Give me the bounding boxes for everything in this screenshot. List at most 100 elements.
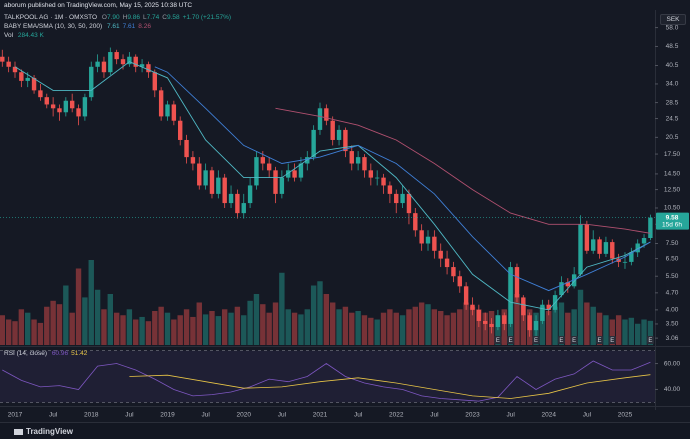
candle-body	[444, 258, 450, 268]
volume-bar	[425, 304, 431, 345]
volume-bar	[113, 312, 120, 345]
publish-header: aborum published on TradingView.com, May…	[4, 2, 193, 9]
volume-bar	[82, 297, 88, 345]
countdown-label: 15d 6h	[662, 221, 682, 228]
candle-body	[457, 276, 462, 287]
candle-body	[228, 193, 234, 204]
volume-bar	[152, 311, 158, 345]
volume-bar	[469, 306, 476, 345]
candle-body	[146, 64, 151, 73]
x-tick-label: 2018	[84, 412, 99, 419]
volume-bar	[336, 309, 342, 345]
volume-bar	[215, 316, 222, 345]
candle-body	[514, 267, 520, 298]
candle-body	[336, 129, 342, 140]
y-tick-label: 4.70	[666, 290, 679, 297]
candle-body	[521, 297, 526, 316]
volume-bar	[171, 319, 177, 345]
volume-bar	[183, 309, 190, 345]
volume-bar	[634, 323, 641, 345]
volume-bar	[374, 319, 380, 345]
candle-body	[324, 108, 329, 121]
earnings-box	[494, 336, 502, 344]
volume-bar	[298, 314, 304, 345]
volume-bar	[75, 268, 82, 345]
candle-body	[152, 72, 157, 91]
volume-bar	[596, 312, 603, 345]
candle-body	[533, 320, 539, 331]
y-tick-label: 17.50	[664, 151, 681, 158]
rsi-y-tick-label: 40.00	[664, 386, 681, 393]
rsi-line	[129, 374, 651, 399]
candle-body	[641, 238, 647, 244]
candle-body	[578, 224, 583, 275]
earnings-marker: E	[596, 336, 604, 344]
candle-body	[108, 52, 113, 73]
earnings-marker: E	[507, 336, 515, 344]
candle-body	[495, 315, 501, 328]
volume-bar	[418, 302, 425, 345]
volume-bar	[609, 319, 615, 345]
candle-body	[597, 239, 602, 254]
candle-body	[114, 52, 119, 60]
y-tick-label: 14.50	[664, 171, 681, 178]
volume-value: 284.43 K	[17, 32, 44, 39]
candle-body	[368, 170, 374, 178]
candle-body	[120, 59, 126, 65]
volume-bar	[444, 315, 450, 345]
earnings-box	[608, 336, 616, 344]
volume-bar	[241, 315, 247, 345]
candle-body	[476, 309, 482, 321]
candle-body	[69, 100, 75, 109]
volume-bar	[37, 322, 44, 345]
earnings-label: E	[648, 338, 652, 344]
volume-bar	[571, 309, 577, 345]
candle-body	[540, 304, 545, 321]
volume-bar	[317, 281, 323, 345]
ma-value: 7.61	[122, 23, 136, 30]
ohlc-value: 9.86	[127, 14, 140, 21]
candle-body	[565, 282, 570, 287]
candle-body	[400, 193, 405, 204]
earnings-box	[557, 336, 565, 344]
earnings-marker: E	[532, 336, 540, 344]
ma-value: 8.26	[138, 23, 151, 30]
volume-bar	[196, 302, 202, 345]
earnings-marker: E	[494, 336, 502, 344]
volume-bar	[310, 285, 317, 345]
candle-body	[241, 203, 246, 214]
y-tick-label: 28.5	[666, 99, 679, 106]
x-tick-label: 2019	[160, 412, 175, 419]
y-tick-label: 48.5	[666, 43, 679, 50]
candle-body	[394, 193, 399, 204]
candle-body	[82, 97, 88, 117]
candle-body	[38, 90, 43, 98]
volume-bar	[0, 315, 5, 345]
ohlc-key: O	[101, 14, 107, 21]
ma-line	[154, 66, 651, 292]
candle-body	[165, 104, 170, 117]
ohlc-value: 7.74	[146, 14, 160, 21]
candle-body	[584, 224, 590, 251]
symbol-legend: TALKPOOL AG · 1M · OMXSTO O7.90 H9.86 L7.7…	[4, 13, 234, 22]
candle-body	[432, 236, 437, 251]
earnings-box	[646, 336, 654, 344]
earnings-label: E	[559, 338, 563, 344]
candle-body	[178, 120, 183, 140]
y-tick-label: 20.5	[666, 134, 679, 141]
volume-bar	[546, 311, 552, 345]
x-tick-label: 2020	[237, 412, 252, 419]
volume-bar	[520, 304, 527, 345]
candle-body	[190, 157, 196, 164]
ma-value: 7.61	[106, 23, 120, 30]
candle-body	[139, 64, 145, 67]
y-tick-label: 24.5	[666, 115, 679, 122]
candle-body	[527, 315, 532, 331]
candle-body	[171, 104, 177, 121]
brand-logo	[14, 428, 23, 435]
volume-bar	[368, 317, 374, 345]
candle-body	[470, 304, 475, 310]
y-tick-label: 10.50	[664, 205, 681, 212]
candle-body	[279, 177, 285, 194]
